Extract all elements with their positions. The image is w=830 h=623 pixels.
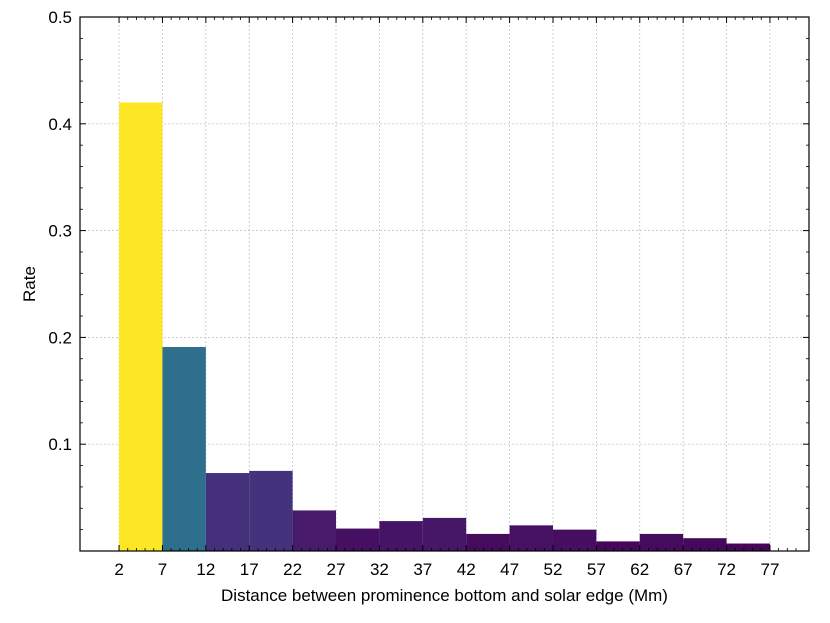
x-tick-label: 47	[500, 560, 519, 579]
bar	[683, 538, 727, 551]
y-tick-label: 0.2	[48, 328, 72, 347]
x-tick-label: 12	[196, 560, 215, 579]
x-tick-label: 57	[587, 560, 606, 579]
x-tick-label: 72	[717, 560, 736, 579]
y-axis-title: Rate	[20, 266, 39, 302]
bar	[639, 533, 684, 551]
bar	[552, 529, 597, 551]
x-tick-label: 2	[114, 560, 123, 579]
bar	[162, 347, 206, 551]
bars	[119, 102, 770, 551]
bar	[336, 528, 380, 551]
x-tick-label: 17	[240, 560, 259, 579]
x-tick-label: 52	[544, 560, 563, 579]
x-tick-label: 32	[370, 560, 389, 579]
x-tick-label: 27	[327, 560, 346, 579]
bar	[205, 473, 250, 551]
bar	[726, 543, 770, 551]
y-tick-label: 0.4	[48, 115, 72, 134]
bar	[422, 517, 467, 551]
bar	[379, 521, 423, 551]
bar	[466, 533, 510, 551]
x-axis-title: Distance between prominence bottom and s…	[221, 586, 668, 605]
x-tick-label: 42	[457, 560, 476, 579]
x-tick-label: 77	[760, 560, 779, 579]
bar	[509, 525, 553, 551]
x-tick-label: 22	[283, 560, 302, 579]
plot-frame	[79, 16, 810, 552]
tick-labels: 2 7 12 17 22 27 32 37 42 47 52 57 62 67 72 770.10.20.30…	[48, 8, 779, 579]
x-tick-label: 37	[413, 560, 432, 579]
ticks	[80, 16, 809, 551]
x-tick-label: 7	[158, 560, 167, 579]
bar	[596, 541, 640, 551]
bar	[249, 470, 293, 551]
y-tick-label: 0.3	[48, 222, 72, 241]
x-tick-label: 62	[630, 560, 649, 579]
y-tick-label: 0.1	[48, 435, 72, 454]
y-tick-label: 0.5	[48, 8, 72, 27]
bar	[292, 510, 337, 551]
x-tick-label: 67	[674, 560, 693, 579]
bar	[119, 102, 163, 551]
